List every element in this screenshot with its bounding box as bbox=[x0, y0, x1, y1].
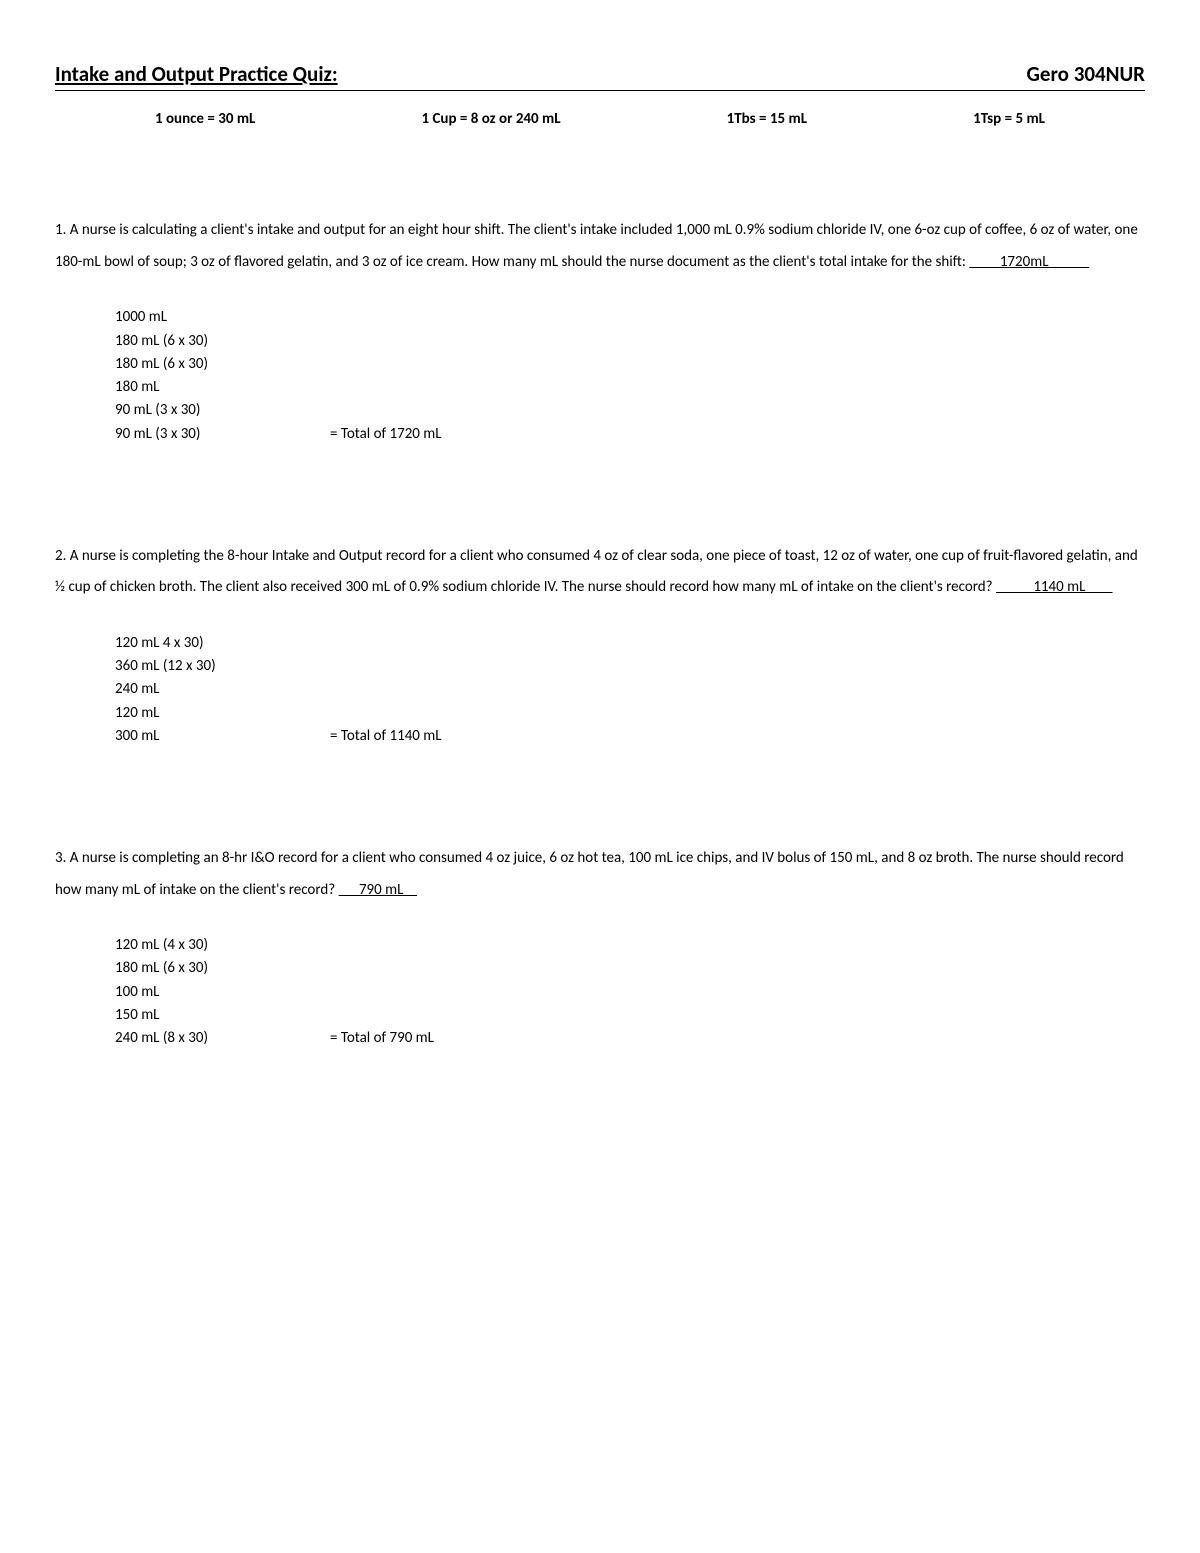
work-block: 120 mL (4 x 30)180 mL (6 x 30)100 mL150 … bbox=[115, 934, 1145, 1050]
course-code: Gero 304NUR bbox=[1027, 60, 1146, 89]
question-block: 3. A nurse is completing an 8-hr I&O rec… bbox=[55, 843, 1145, 906]
work-row: 180 mL (6 x 30) bbox=[115, 330, 1145, 353]
work-row: 100 mL bbox=[115, 981, 1145, 1004]
work-value: 180 mL (6 x 30) bbox=[115, 957, 330, 980]
question-block: 2. A nurse is completing the 8-hour Inta… bbox=[55, 541, 1145, 604]
question-block: 1. A nurse is calculating a client's int… bbox=[55, 215, 1145, 278]
work-row: 150 mL bbox=[115, 1004, 1145, 1027]
answer-blank: 1720mL bbox=[969, 253, 1089, 271]
page-header: Intake and Output Practice Quiz: Gero 30… bbox=[55, 60, 1145, 91]
work-value: 120 mL (4 x 30) bbox=[115, 934, 330, 957]
work-total: = Total of 1720 mL bbox=[330, 423, 442, 446]
work-value: 150 mL bbox=[115, 1004, 330, 1027]
work-value: 240 mL (8 x 30) bbox=[115, 1027, 330, 1050]
work-row: 120 mL 4 x 30) bbox=[115, 632, 1145, 655]
work-block: 120 mL 4 x 30)360 mL (12 x 30)240 mL120 … bbox=[115, 632, 1145, 748]
work-row: 300 mL= Total of 1140 mL bbox=[115, 725, 1145, 748]
work-row: 180 mL (6 x 30) bbox=[115, 353, 1145, 376]
work-row: 240 mL (8 x 30)= Total of 790 mL bbox=[115, 1027, 1145, 1050]
work-value: 180 mL (6 x 30) bbox=[115, 353, 330, 376]
answer-blank: 790 mL bbox=[339, 881, 417, 899]
questions-container: 1. A nurse is calculating a client's int… bbox=[55, 215, 1145, 1050]
work-value: 240 mL bbox=[115, 678, 330, 701]
work-value: 90 mL (3 x 30) bbox=[115, 399, 330, 422]
work-row: 360 mL (12 x 30) bbox=[115, 655, 1145, 678]
conversion-row: 1 ounce = 30 mL 1 Cup = 8 oz or 240 mL 1… bbox=[55, 109, 1145, 130]
work-row: 120 mL bbox=[115, 702, 1145, 725]
conversion-item: 1 ounce = 30 mL bbox=[155, 109, 255, 130]
quiz-title: Intake and Output Practice Quiz: bbox=[55, 60, 338, 89]
conversion-item: 1Tbs = 15 mL bbox=[727, 109, 807, 130]
work-block: 1000 mL180 mL (6 x 30)180 mL (6 x 30)180… bbox=[115, 306, 1145, 446]
work-value: 360 mL (12 x 30) bbox=[115, 655, 330, 678]
work-row: 90 mL (3 x 30) bbox=[115, 399, 1145, 422]
work-value: 120 mL 4 x 30) bbox=[115, 632, 330, 655]
work-row: 240 mL bbox=[115, 678, 1145, 701]
work-value: 100 mL bbox=[115, 981, 330, 1004]
question-text: 2. A nurse is completing the 8-hour Inta… bbox=[55, 541, 1145, 604]
work-row: 180 mL (6 x 30) bbox=[115, 957, 1145, 980]
work-row: 120 mL (4 x 30) bbox=[115, 934, 1145, 957]
question-text: 1. A nurse is calculating a client's int… bbox=[55, 215, 1145, 278]
work-row: 180 mL bbox=[115, 376, 1145, 399]
work-value: 90 mL (3 x 30) bbox=[115, 423, 330, 446]
work-value: 1000 mL bbox=[115, 306, 330, 329]
work-value: 180 mL (6 x 30) bbox=[115, 330, 330, 353]
conversion-item: 1Tsp = 5 mL bbox=[973, 109, 1045, 130]
work-value: 300 mL bbox=[115, 725, 330, 748]
work-total: = Total of 1140 mL bbox=[330, 725, 442, 748]
work-value: 180 mL bbox=[115, 376, 330, 399]
question-text: 3. A nurse is completing an 8-hr I&O rec… bbox=[55, 843, 1145, 906]
conversion-item: 1 Cup = 8 oz or 240 mL bbox=[421, 109, 560, 130]
answer-blank: 1140 mL bbox=[996, 578, 1113, 596]
work-row: 90 mL (3 x 30)= Total of 1720 mL bbox=[115, 423, 1145, 446]
work-row: 1000 mL bbox=[115, 306, 1145, 329]
work-total: = Total of 790 mL bbox=[330, 1027, 434, 1050]
work-value: 120 mL bbox=[115, 702, 330, 725]
